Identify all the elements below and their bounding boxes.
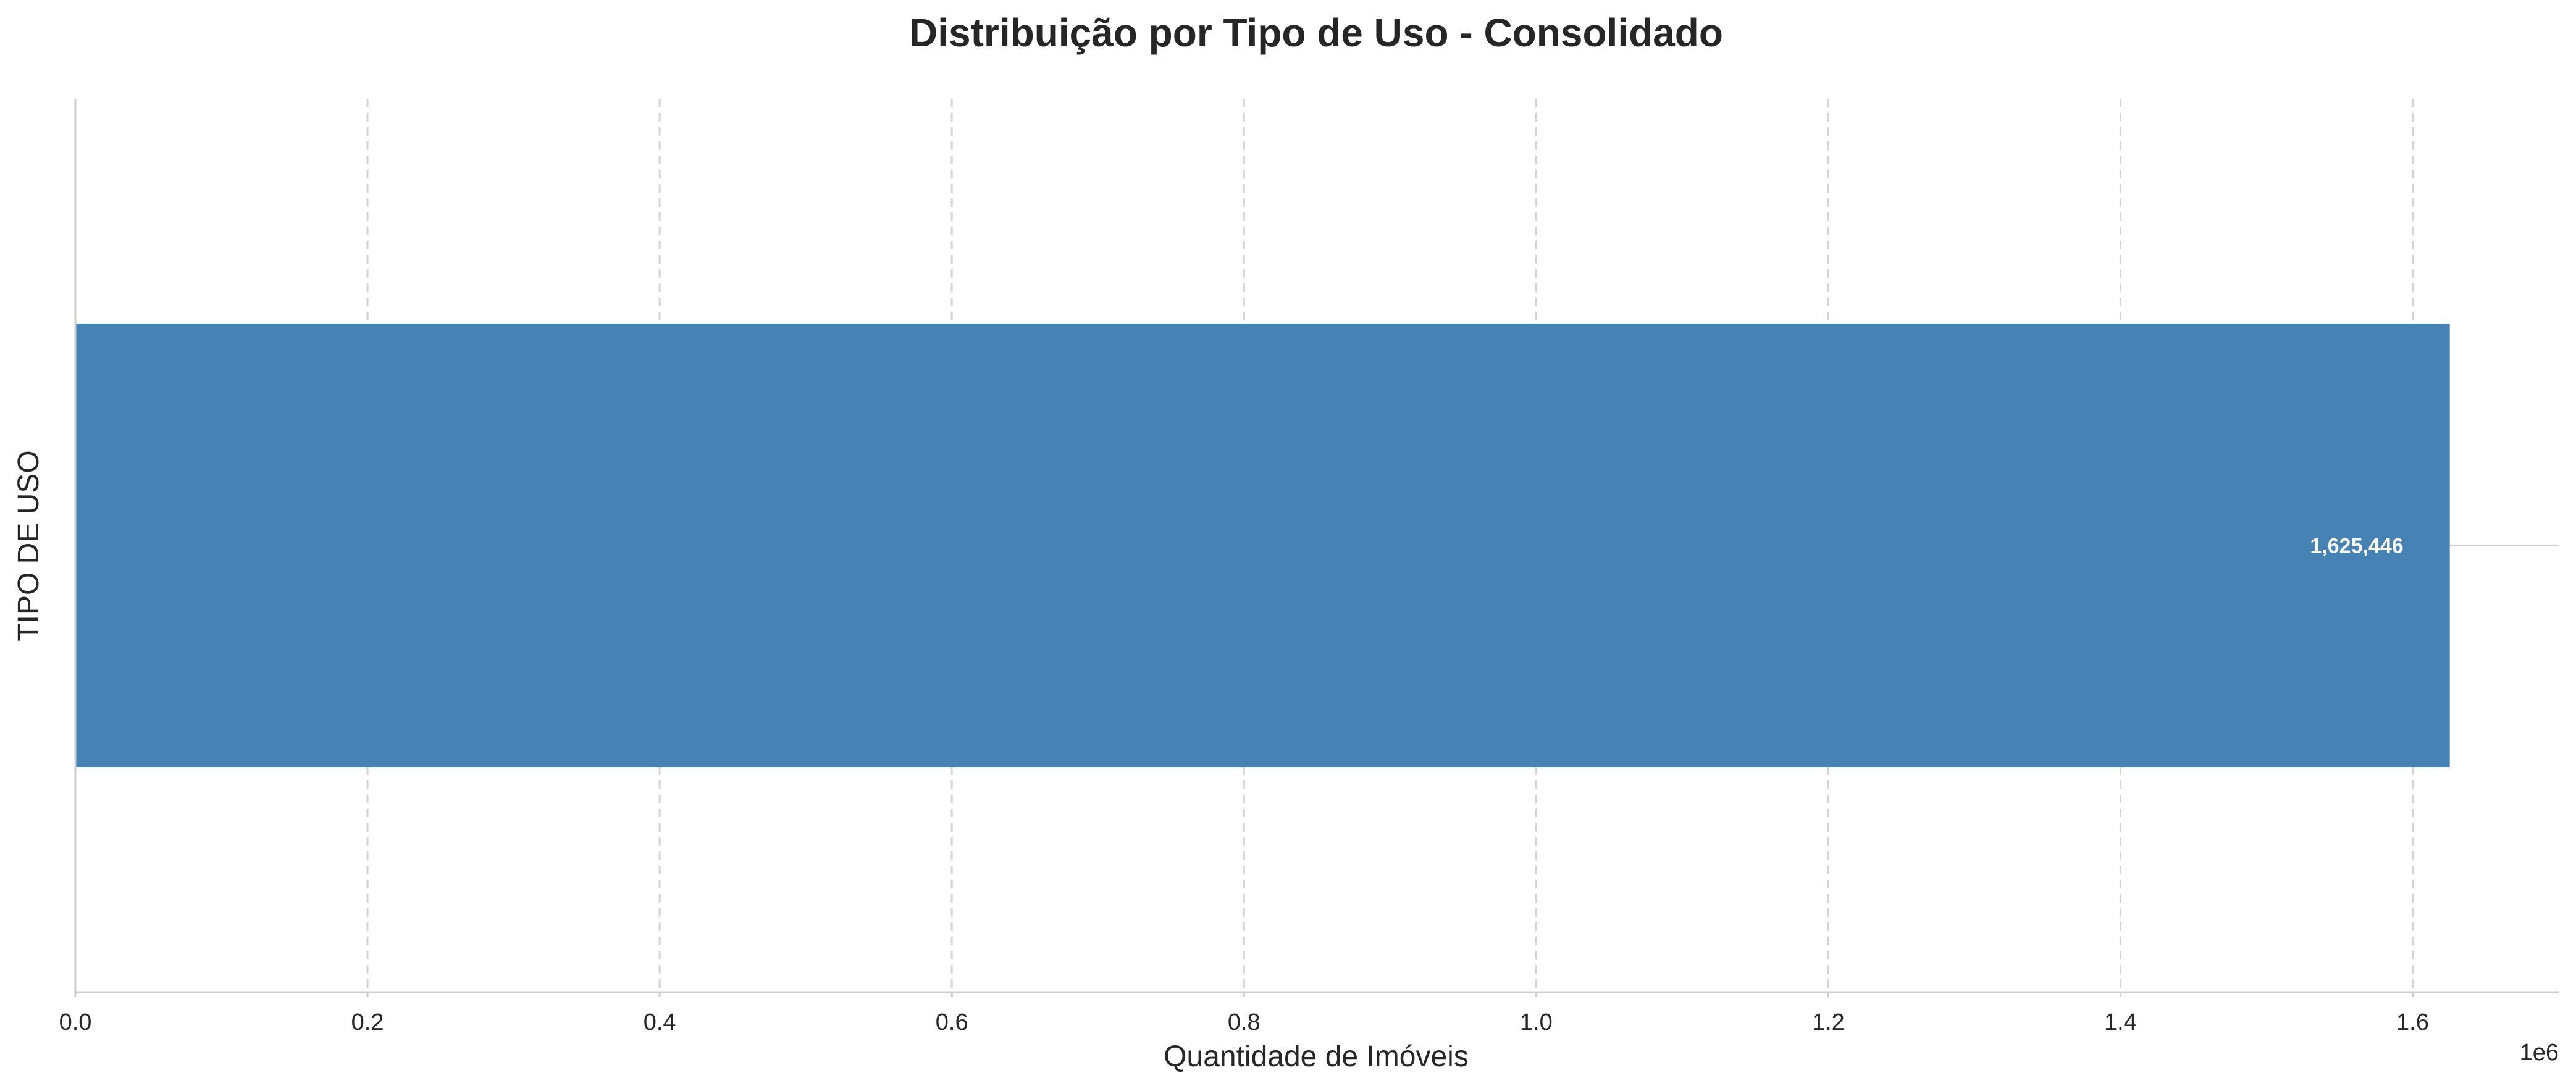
- chart-title: Distribuição por Tipo de Uso - Consolida…: [909, 10, 1723, 55]
- x-tick-label: 1.4: [2104, 1009, 2137, 1035]
- bars: 1,625,446: [75, 323, 2559, 768]
- x-tick-label: 1.2: [1812, 1009, 1845, 1035]
- bar: [75, 323, 2450, 768]
- y-axis-label: TIPO DE USO: [12, 450, 45, 641]
- x-tick-label: 0.2: [351, 1009, 384, 1035]
- x-tick-label: 0.4: [644, 1009, 676, 1035]
- x-tick-label: 1.6: [2396, 1009, 2429, 1035]
- axes-spines: [74, 99, 2559, 993]
- x-tick-label: 1.0: [1520, 1009, 1553, 1035]
- bar-value-label: 1,625,446: [2310, 535, 2403, 558]
- x-axis-offset-label: 1e6: [2520, 1040, 2559, 1066]
- x-axis-label: Quantidade de Imóveis: [1164, 1040, 1469, 1073]
- x-tick-label: 0.8: [1228, 1009, 1261, 1035]
- x-tick-label: 0.0: [59, 1009, 92, 1035]
- x-tick-label: 0.6: [936, 1009, 968, 1035]
- x-ticks: 0.0 0.2 0.4 0.6 0.8 1.0 1.2 1.4 1.6: [59, 992, 2429, 1035]
